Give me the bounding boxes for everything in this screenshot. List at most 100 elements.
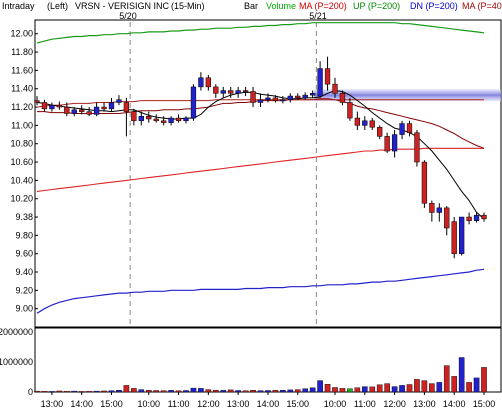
candle <box>168 116 174 126</box>
candle <box>116 95 122 106</box>
date-label-right: 5/21 <box>309 11 327 21</box>
price-axis: 12.00 11.80 11.60 11.40 11.20 11.00 10.80 10.60… <box>10 29 33 314</box>
time-tick-label: 14:00 <box>257 399 280 409</box>
volume-bar <box>384 383 390 393</box>
candle <box>131 108 137 126</box>
candle <box>161 116 167 126</box>
volume-bar <box>220 390 227 393</box>
time-tick-label: 12:00 <box>197 399 220 409</box>
volume-bar <box>294 389 301 393</box>
candle <box>213 84 219 98</box>
legend-item: MA (P=40 <box>462 1 502 11</box>
candle <box>93 102 100 117</box>
volume-bar <box>332 387 338 393</box>
header-symbol: VRSN - VERISIGN INC <box>75 1 170 11</box>
date-label-left: 5/20 <box>119 11 137 21</box>
candle <box>295 93 301 100</box>
candle <box>49 102 55 112</box>
volume-bar <box>235 390 241 393</box>
candle <box>235 86 241 98</box>
volume-bar <box>212 390 219 393</box>
volume-bar <box>123 385 130 393</box>
candle <box>310 90 316 98</box>
volume-bar <box>86 391 92 393</box>
price-tick-label: 9.00 <box>15 304 33 314</box>
candle <box>406 120 413 137</box>
volume-bar <box>250 390 256 393</box>
volume-tick-label: 0 <box>28 387 33 397</box>
volume-bar <box>153 390 160 393</box>
volume-bar <box>108 390 115 393</box>
volume-tick-label: 1000000 <box>0 357 33 367</box>
legend-item: Bar <box>244 1 258 11</box>
candle <box>34 96 40 106</box>
price-tick-label: 11.00 <box>11 120 33 130</box>
candle <box>466 212 472 225</box>
volume-bar <box>414 379 420 393</box>
candle <box>391 129 398 158</box>
header-scale: (Left) <box>47 1 68 11</box>
volume-bar <box>227 389 234 393</box>
candle <box>41 99 48 112</box>
candle <box>444 206 450 236</box>
candle <box>138 111 144 126</box>
legend-item: UP (P=200) <box>353 1 400 11</box>
candle <box>451 217 457 259</box>
header-interval: Intraday <box>2 1 35 11</box>
time-tick-label: 15:00 <box>100 399 123 409</box>
candle <box>101 102 107 112</box>
volume-bar <box>41 391 48 393</box>
candle <box>421 160 428 208</box>
time-axis: 13:00 14:00 15:00 10:00 11:00 12:00 13:00 14:00… <box>41 392 496 409</box>
time-tick-label: 15:00 <box>473 399 496 409</box>
candle <box>64 102 70 117</box>
volume-bar <box>56 390 63 393</box>
candle <box>108 97 115 112</box>
volume-bar <box>175 390 182 393</box>
time-tick-label: 14:00 <box>443 399 466 409</box>
candle <box>384 132 390 153</box>
volume-bar <box>257 390 264 393</box>
volume-bar <box>369 386 376 393</box>
volume-bar <box>466 382 472 393</box>
price-tick-label: 9.40 <box>15 267 33 277</box>
volume-bar <box>324 384 331 393</box>
candle <box>242 86 249 97</box>
candle <box>429 200 435 222</box>
price-tick-label: 11.20 <box>11 102 33 112</box>
volume-bars <box>34 357 487 393</box>
candle <box>257 93 264 108</box>
volume-bar <box>451 376 458 393</box>
volume-bar <box>481 367 487 393</box>
dn-band-line <box>36 268 485 314</box>
candle <box>272 95 279 103</box>
volume-bar <box>131 388 137 393</box>
time-tick-label: 13:00 <box>41 399 64 409</box>
highlight-band <box>314 89 501 102</box>
candle <box>198 72 204 91</box>
chart-header: Intraday (Left) VRSN - VERISIGN INC (15-… <box>2 1 502 21</box>
ma-mid-line <box>36 147 484 192</box>
volume-bar <box>183 390 189 393</box>
candle <box>56 101 63 110</box>
candle <box>220 86 226 98</box>
candle <box>287 93 293 103</box>
time-tick-label: 15:00 <box>286 399 309 409</box>
candle <box>183 116 189 124</box>
time-tick-label: 11:00 <box>354 399 376 409</box>
volume-panel <box>34 327 502 393</box>
candle <box>146 111 152 123</box>
price-tick-label: 12.00 <box>10 29 33 39</box>
time-tick-label: 10:00 <box>324 399 347 409</box>
volume-bar <box>116 390 122 393</box>
volume-bar <box>34 390 40 393</box>
volume-bar <box>272 390 279 393</box>
price-tick-label: 10.60 <box>10 157 33 167</box>
volume-bar <box>93 390 100 393</box>
time-tick-label: 14:00 <box>70 399 93 409</box>
price-tick-label: 11.40 <box>11 84 33 94</box>
price-tick-label: 10.40 <box>10 175 33 185</box>
candle <box>414 129 420 167</box>
candle <box>354 111 361 130</box>
